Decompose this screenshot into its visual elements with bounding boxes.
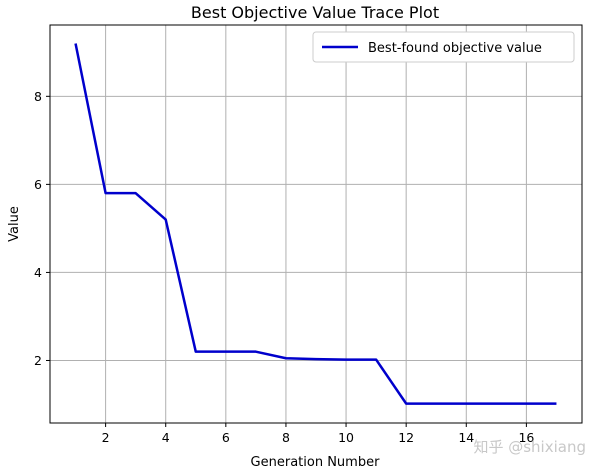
series-layer — [74, 43, 557, 405]
y-tick-label: 6 — [34, 177, 42, 192]
ticks: 2 4 6 8 10 12 14 16 2 4 6 8 — [34, 89, 534, 445]
chart-title: Best Objective Value Trace Plot — [191, 3, 439, 22]
legend-entry-label: Best-found objective value — [368, 41, 542, 56]
x-tick-label: 16 — [518, 430, 534, 445]
x-axis-label: Generation Number — [251, 455, 381, 470]
x-tick-label: 14 — [458, 430, 474, 445]
x-tick-label: 4 — [162, 430, 170, 445]
x-tick-label: 6 — [222, 430, 230, 445]
y-tick-label: 8 — [34, 89, 42, 104]
x-tick-label: 10 — [338, 430, 354, 445]
x-tick-label: 2 — [102, 430, 110, 445]
y-axis-label: Value — [7, 206, 22, 242]
x-tick-label: 8 — [282, 430, 290, 445]
plot-frame — [49, 24, 583, 424]
y-tick-label: 2 — [34, 353, 42, 368]
x-tick-label: 12 — [398, 430, 414, 445]
y-tick-label: 4 — [34, 265, 42, 280]
series-line — [74, 43, 557, 405]
legend-box — [312, 31, 575, 63]
legend: Best-found objective value — [312, 31, 575, 63]
grid — [50, 25, 582, 423]
watermark-text: 知乎 @shixiang — [473, 438, 586, 456]
